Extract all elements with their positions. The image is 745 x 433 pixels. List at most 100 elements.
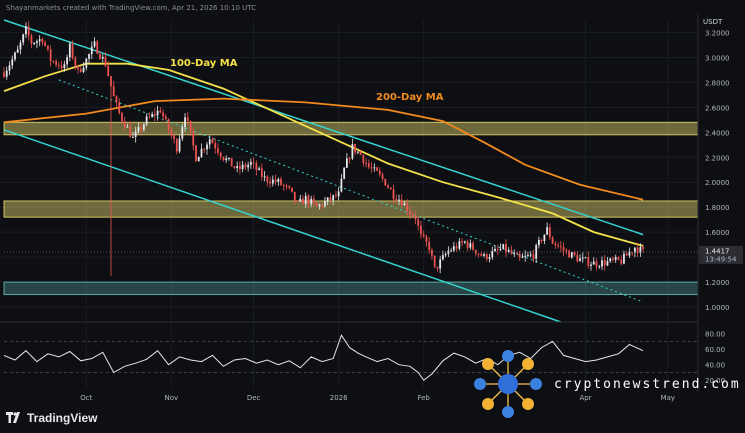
candle-body	[55, 61, 58, 65]
candle-body	[153, 113, 156, 116]
rsi-tick-label: 20.00	[705, 377, 725, 385]
last-price-value: 1.4417	[705, 247, 730, 255]
candle-body	[592, 261, 595, 265]
candle-body	[354, 144, 357, 153]
candle-body	[271, 179, 274, 184]
candle-body	[581, 257, 584, 259]
candle-body	[488, 257, 491, 260]
candle-body	[579, 258, 581, 262]
candle-body	[318, 204, 321, 207]
candle-body	[280, 178, 282, 185]
candle-body	[554, 243, 557, 246]
candle-body	[365, 162, 367, 164]
candle-body	[562, 247, 565, 251]
candle-body	[57, 64, 60, 66]
candle-body	[239, 166, 241, 170]
moving-averages	[3, 62, 644, 247]
candle-body	[623, 253, 625, 264]
candle-body	[233, 166, 236, 169]
candle-body	[291, 187, 293, 192]
candle-body	[159, 110, 162, 113]
candle-body	[175, 139, 178, 152]
candle-body	[307, 195, 310, 204]
candle-body	[195, 145, 197, 162]
candle-body	[543, 234, 546, 242]
candle-body	[101, 56, 104, 59]
rsi-tick-label: 80.00	[705, 331, 725, 339]
candle-body	[189, 120, 192, 132]
candle-body	[22, 34, 25, 43]
ma200-line	[3, 97, 644, 201]
candle-body	[217, 148, 219, 153]
candle-body	[513, 253, 516, 255]
ma100-label: 100-Day MA	[170, 58, 238, 69]
candle-body	[142, 124, 145, 130]
candle-body	[288, 185, 291, 188]
candle-body	[170, 130, 173, 136]
candle-body	[82, 67, 85, 72]
candle-body	[367, 163, 370, 168]
candle-body	[398, 199, 400, 201]
candle-body	[507, 250, 510, 252]
candle-body	[458, 241, 461, 249]
candle-body	[400, 199, 403, 206]
candle-body	[463, 241, 466, 243]
candle-body	[565, 250, 568, 252]
zone-box	[3, 281, 699, 296]
candle-body	[118, 101, 121, 114]
candle-body	[477, 253, 480, 255]
candle-body	[252, 162, 255, 164]
candle-body	[529, 254, 532, 256]
time-tick-label: May	[661, 394, 675, 402]
candle-body	[532, 254, 535, 259]
candle-body	[293, 191, 296, 202]
candle-body	[422, 234, 425, 237]
candle-body	[68, 43, 71, 58]
candle-body	[548, 227, 551, 238]
candle-body	[123, 121, 126, 128]
descending-channel	[3, 19, 644, 323]
candle-body	[27, 26, 30, 36]
price-tick-label: 2.0000	[705, 179, 730, 187]
candle-body	[129, 126, 132, 137]
candle-body	[472, 243, 474, 250]
watermark-text: cryptonewstrend.com	[554, 376, 741, 392]
candle-body	[540, 239, 543, 242]
candle-body	[112, 86, 115, 97]
network-logo-icon	[474, 350, 542, 418]
candle-body	[524, 255, 527, 257]
brand-name: TradingView	[27, 411, 98, 425]
candle-body	[19, 42, 22, 50]
candle-body	[362, 154, 365, 163]
candle-body	[107, 65, 110, 77]
candle-body	[335, 195, 337, 197]
candle-body	[411, 214, 414, 217]
candle-body	[25, 26, 27, 35]
candle-body	[184, 117, 186, 128]
candle-body	[137, 127, 140, 132]
candle-body	[450, 250, 453, 252]
candle-body	[90, 46, 93, 55]
candle-body	[634, 247, 636, 253]
candle-body	[258, 168, 261, 171]
price-tick-label: 3.0000	[705, 54, 730, 62]
candle-body	[441, 255, 444, 260]
price-tick-label: 1.6000	[705, 229, 730, 237]
time-tick-label: 2026	[330, 394, 348, 402]
price-tick-label: 3.2000	[705, 29, 730, 37]
candle-body	[469, 243, 472, 248]
candle-body	[203, 148, 206, 150]
candle-body	[587, 257, 590, 266]
price-tick-label: 1.8000	[705, 204, 730, 212]
candle-body	[126, 126, 129, 128]
candle-body	[409, 211, 411, 215]
time-tick-label: Apr	[579, 394, 591, 402]
candle-body	[151, 113, 154, 117]
candle-body	[452, 246, 455, 251]
candle-body	[156, 110, 159, 116]
candle-body	[244, 164, 247, 168]
axes: 3.2000 3.0000 2.8000 2.6000 2.4000 2.2000 2.00…	[4, 14, 743, 402]
candle-body	[310, 198, 313, 204]
candle-body	[49, 49, 52, 62]
candle-body	[121, 113, 123, 122]
